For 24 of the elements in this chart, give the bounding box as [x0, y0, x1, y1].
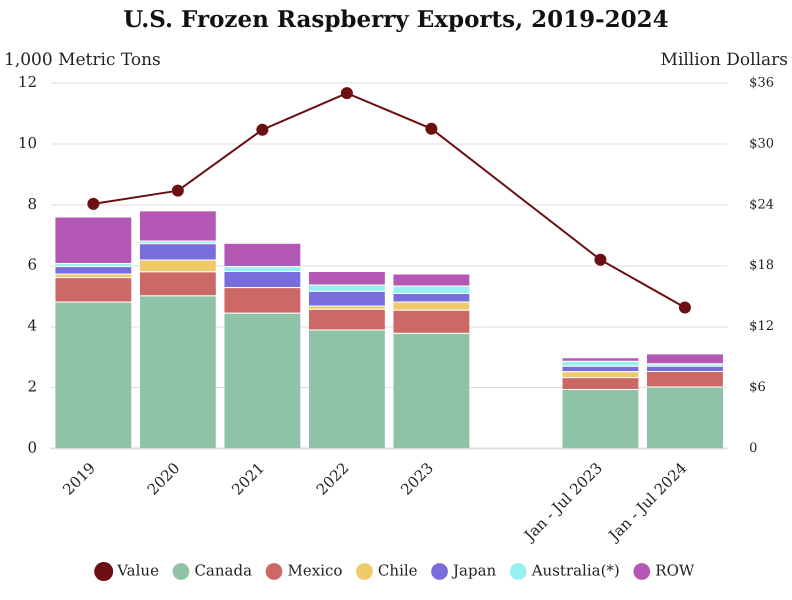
y2-tick-label: $6	[749, 380, 766, 396]
legend-label: Chile	[378, 561, 418, 580]
y-tick-label: 6	[28, 256, 38, 274]
y-tick-label: 8	[28, 194, 38, 213]
y-tick-label: 10	[18, 134, 38, 152]
legend-label: Mexico	[288, 561, 342, 580]
legend-label: Japan	[451, 561, 497, 580]
y-tick-label: 4	[28, 316, 38, 335]
y-tick-label: 2	[28, 378, 38, 396]
y2-tick-label: $12	[749, 319, 774, 334]
y2-tick-label: 0	[749, 441, 758, 456]
y2-tick-label: $18	[749, 258, 774, 274]
legend-label: Value	[116, 561, 160, 580]
y2-tick-label: $24	[749, 197, 774, 212]
legend-label: Canada	[194, 561, 252, 580]
legend-label: Australia(*)	[530, 561, 620, 580]
y-tick-label: 0	[28, 438, 38, 457]
legend-label: ROW	[655, 561, 695, 580]
y-axis-title: 1,000 Metric Tons	[4, 50, 161, 70]
y2-tick-label: $30	[749, 136, 774, 152]
y2-axis-title: Million Dollars	[660, 50, 788, 70]
y2-tick-label: $36	[749, 75, 774, 90]
chart-title: U.S. Frozen Raspberry Exports, 2019-2024	[122, 6, 670, 33]
y-tick-label: 12	[18, 72, 38, 91]
